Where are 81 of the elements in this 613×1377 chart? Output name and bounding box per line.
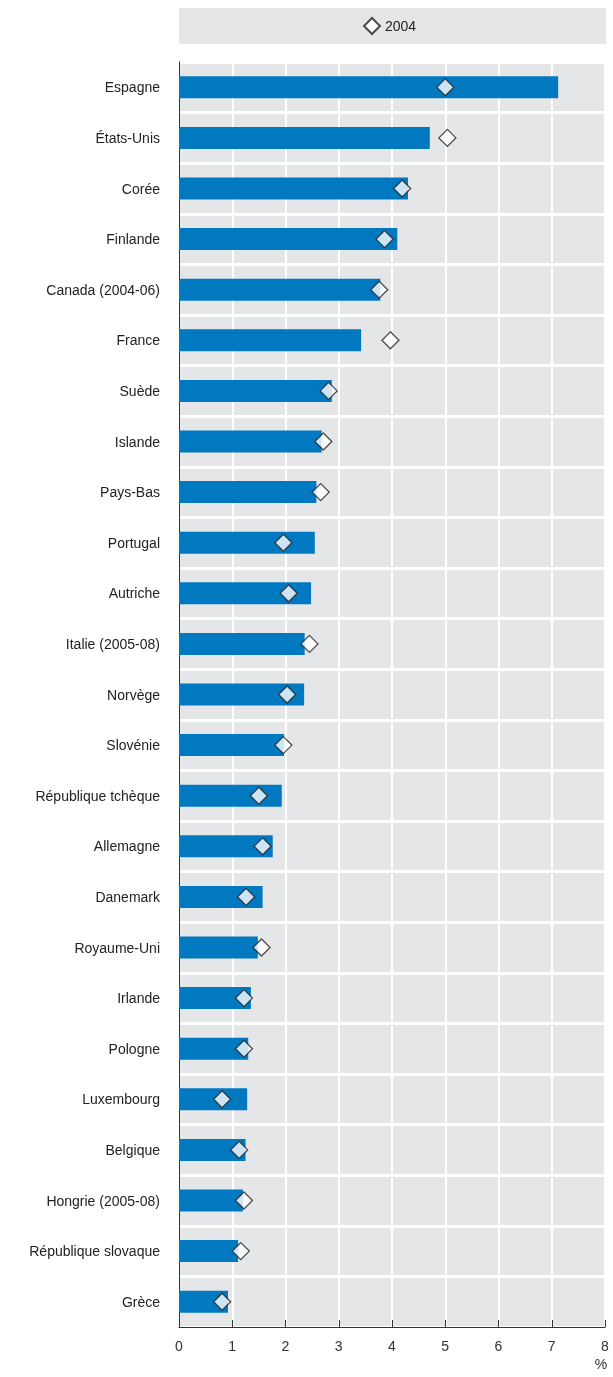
y-tick-label: République tchèque	[35, 787, 161, 804]
y-tick-label: Luxembourg	[82, 1091, 160, 1108]
point	[279, 584, 298, 603]
point	[274, 533, 293, 552]
point	[274, 735, 293, 755]
bar	[179, 126, 430, 149]
bar	[179, 1037, 249, 1060]
bar	[179, 1189, 243, 1212]
point	[381, 331, 400, 350]
point	[319, 381, 338, 401]
bar	[179, 76, 559, 99]
y-tick-label: Canada (2004-06)	[46, 281, 160, 298]
y-tick-label: Royaume-Uni	[74, 939, 160, 956]
bar	[179, 481, 317, 504]
bar	[179, 582, 312, 605]
x-tick-label: 5	[441, 1338, 450, 1354]
y-tick-label: Pays-Bas	[100, 484, 160, 501]
y-tick-label: Italie (2005-08)	[65, 635, 160, 652]
y-tick-label: États-Unis	[95, 129, 160, 146]
point	[375, 229, 394, 249]
bar	[179, 835, 273, 858]
point	[311, 482, 330, 502]
bar	[179, 228, 398, 251]
y-tick-label: France	[116, 332, 161, 349]
y-tick-label: Hongrie (2005-08)	[46, 1192, 160, 1209]
point	[370, 280, 389, 299]
y-tick-label: Grèce	[121, 1293, 161, 1310]
y-tick-label: Norvège	[107, 686, 161, 703]
bar	[179, 734, 284, 757]
bar	[179, 379, 332, 402]
x-axis-title: %	[594, 1356, 608, 1372]
point	[236, 887, 256, 907]
y-tick-label: République slovaque	[29, 1243, 161, 1260]
point	[212, 1292, 232, 1311]
bar	[179, 784, 282, 807]
x-tick-label: 1	[228, 1338, 237, 1354]
y-tick-label: Slovénie	[106, 737, 161, 754]
y-tick-label: Corée	[121, 180, 161, 197]
point	[249, 786, 269, 805]
bar	[179, 430, 322, 453]
x-tick-label: 2	[281, 1338, 290, 1354]
point	[231, 1241, 250, 1261]
x-tick-label: 4	[388, 1338, 397, 1354]
y-tick-label: Islande	[114, 433, 161, 450]
point	[300, 634, 319, 654]
bar	[179, 1240, 239, 1263]
point	[277, 685, 297, 704]
bar	[179, 885, 263, 908]
point	[234, 988, 254, 1008]
y-tick-label: Portugal	[107, 534, 160, 551]
x-tick-label: 3	[334, 1338, 343, 1354]
point	[436, 78, 455, 97]
bar	[179, 632, 305, 655]
point	[253, 837, 272, 856]
x-tick-label: 0	[175, 1338, 184, 1354]
y-tick-label: Espagne	[104, 79, 161, 96]
legend-label: 2004	[385, 18, 417, 34]
x-tick-label: 7	[547, 1338, 556, 1354]
x-tick-label: 6	[494, 1338, 503, 1354]
point	[252, 938, 271, 957]
y-tick-label: Finlande	[106, 231, 161, 248]
y-tick-label: Danemark	[95, 888, 161, 905]
bar	[179, 936, 258, 959]
y-tick-label: Irlande	[117, 990, 161, 1007]
y-tick-label: Belgique	[105, 1141, 161, 1158]
point	[234, 1039, 254, 1058]
bar	[179, 683, 305, 706]
y-tick-label: Pologne	[108, 1040, 161, 1057]
point	[314, 432, 333, 451]
y-tick-label: Allemagne	[93, 838, 161, 855]
bar	[179, 329, 362, 352]
y-tick-label: Autriche	[108, 585, 161, 602]
point	[230, 1140, 249, 1160]
point	[392, 179, 412, 198]
bar	[179, 177, 408, 200]
point	[438, 128, 457, 148]
y-tick-label: Suède	[119, 382, 161, 399]
x-tick-label: 8	[601, 1338, 610, 1354]
bar	[179, 531, 315, 554]
point	[234, 1191, 254, 1210]
bar	[179, 278, 381, 301]
